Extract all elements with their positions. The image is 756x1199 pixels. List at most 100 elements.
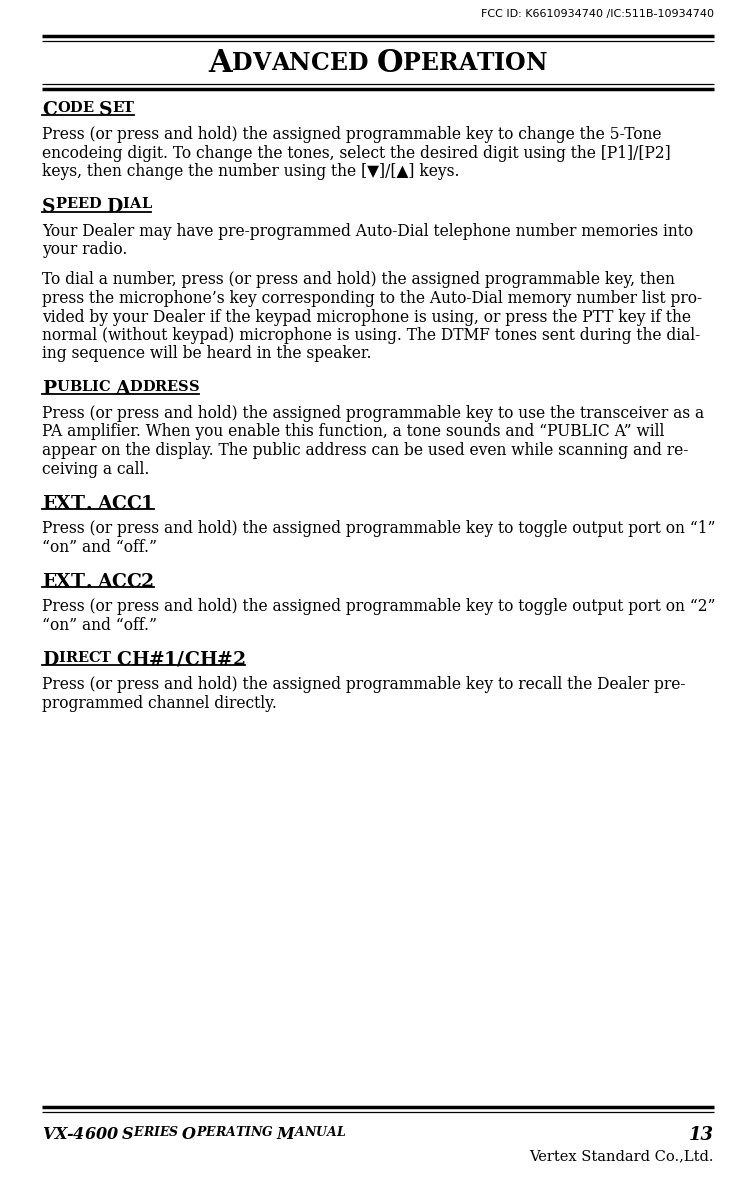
Text: E: E — [167, 380, 178, 394]
Text: X: X — [54, 1126, 67, 1143]
Text: O: O — [182, 1126, 197, 1143]
Text: C: C — [184, 651, 199, 669]
Text: /: / — [177, 651, 184, 669]
Text: S: S — [42, 198, 55, 216]
Text: Press (or press and hold) the assigned programmable key to toggle output port on: Press (or press and hold) the assigned p… — [42, 520, 715, 537]
Text: D: D — [348, 52, 368, 76]
Text: C: C — [116, 651, 131, 669]
Text: P: P — [403, 52, 420, 76]
Text: P: P — [197, 1126, 206, 1139]
Text: S: S — [98, 101, 112, 119]
Text: D: D — [70, 101, 82, 115]
Text: C: C — [126, 495, 141, 513]
Text: C: C — [126, 573, 141, 591]
Text: Press (or press and hold) the assigned programmable key to use the transceiver a: Press (or press and hold) the assigned p… — [42, 405, 704, 422]
Text: T: T — [71, 573, 85, 591]
Text: Your Dealer may have pre-programmed Auto-Dial telephone number memories into: Your Dealer may have pre-programmed Auto… — [42, 223, 693, 240]
Text: P: P — [55, 198, 67, 211]
Text: Press (or press and hold) the assigned programmable key to change the 5-Tone: Press (or press and hold) the assigned p… — [42, 126, 662, 143]
Text: S: S — [122, 1126, 134, 1143]
Text: U: U — [56, 380, 69, 394]
Text: R: R — [143, 1126, 153, 1139]
Text: A: A — [295, 1126, 305, 1139]
Text: E: E — [42, 495, 57, 513]
Text: N: N — [305, 1126, 316, 1139]
Text: “on” and “off.”: “on” and “off.” — [42, 538, 157, 555]
Text: C: C — [42, 101, 57, 119]
Text: I: I — [245, 1126, 250, 1139]
Text: E: E — [82, 101, 94, 115]
Text: E: E — [112, 101, 123, 115]
Text: S: S — [178, 380, 188, 394]
Text: H: H — [199, 651, 217, 669]
Text: E: E — [330, 52, 348, 76]
Text: O: O — [505, 52, 526, 76]
Text: L: L — [141, 198, 151, 211]
Text: 0: 0 — [95, 1126, 107, 1143]
Text: V: V — [42, 1126, 54, 1143]
Text: Press (or press and hold) the assigned programmable key to toggle output port on: Press (or press and hold) the assigned p… — [42, 598, 715, 615]
Text: Vertex Standard Co.,Ltd.: Vertex Standard Co.,Ltd. — [529, 1149, 714, 1163]
Text: #: # — [217, 651, 232, 669]
Text: E: E — [77, 651, 88, 665]
Text: encodeing digit. To change the tones, select the desired digit using the [P1]/[P: encodeing digit. To change the tones, se… — [42, 145, 671, 162]
Text: A: A — [97, 495, 111, 513]
Text: R: R — [65, 651, 77, 665]
Text: D: D — [42, 651, 58, 669]
Text: S: S — [188, 380, 199, 394]
Text: T: T — [71, 495, 85, 513]
Text: O: O — [376, 48, 403, 78]
Text: D: D — [232, 52, 253, 76]
Text: D: D — [129, 380, 142, 394]
Text: appear on the display. The public address can be used even while scanning and re: appear on the display. The public addres… — [42, 442, 689, 459]
Text: A: A — [271, 52, 290, 76]
Text: P: P — [42, 380, 56, 398]
Text: 2: 2 — [141, 573, 154, 591]
Text: press the microphone’s key corresponding to the Auto-Dial memory number list pro: press the microphone’s key corresponding… — [42, 290, 702, 307]
Text: M: M — [277, 1126, 295, 1143]
Text: V: V — [253, 52, 271, 76]
Text: S: S — [169, 1126, 178, 1139]
Text: C: C — [88, 651, 100, 665]
Text: Press (or press and hold) the assigned programmable key to recall the Dealer pre: Press (or press and hold) the assigned p… — [42, 676, 686, 693]
Text: vided by your Dealer if the keypad microphone is using, or press the PTT key if : vided by your Dealer if the keypad micro… — [42, 308, 691, 325]
Text: A: A — [327, 1126, 336, 1139]
Text: X: X — [57, 573, 71, 591]
Text: G: G — [262, 1126, 272, 1139]
Text: A: A — [97, 573, 111, 591]
Text: .: . — [85, 573, 91, 591]
Text: C: C — [311, 52, 330, 76]
Text: T: T — [235, 1126, 245, 1139]
Text: I: I — [122, 198, 129, 211]
Text: C: C — [111, 573, 126, 591]
Text: D: D — [107, 198, 122, 216]
Text: ing sequence will be heard in the speaker.: ing sequence will be heard in the speake… — [42, 345, 371, 362]
Text: T: T — [100, 651, 110, 665]
Text: R: R — [438, 52, 458, 76]
Text: I: I — [153, 1126, 160, 1139]
Text: E: E — [134, 1126, 143, 1139]
Text: FCC ID: K6610934740 /IC:511B-10934740: FCC ID: K6610934740 /IC:511B-10934740 — [481, 10, 714, 19]
Text: programmed channel directly.: programmed channel directly. — [42, 694, 277, 711]
Text: I: I — [91, 380, 98, 394]
Text: O: O — [57, 101, 70, 115]
Text: E: E — [78, 198, 88, 211]
Text: I: I — [494, 52, 505, 76]
Text: E: E — [420, 52, 438, 76]
Text: PA amplifier. When you enable this function, a tone sounds and “PUBLIC A” will: PA amplifier. When you enable this funct… — [42, 423, 665, 440]
Text: N: N — [290, 52, 311, 76]
Text: A: A — [225, 1126, 235, 1139]
Text: A: A — [115, 380, 129, 398]
Text: ceiving a call.: ceiving a call. — [42, 460, 150, 477]
Text: 1: 1 — [164, 651, 177, 669]
Text: D: D — [142, 380, 155, 394]
Text: keys, then change the number using the [▼]/[▲] keys.: keys, then change the number using the [… — [42, 163, 460, 180]
Text: N: N — [250, 1126, 262, 1139]
Text: 13: 13 — [689, 1126, 714, 1144]
Text: T: T — [123, 101, 134, 115]
Text: .: . — [85, 495, 91, 513]
Text: E: E — [160, 1126, 169, 1139]
Text: T: T — [477, 52, 494, 76]
Text: L: L — [81, 380, 91, 394]
Text: normal (without keypad) microphone is using. The DTMF tones sent during the dial: normal (without keypad) microphone is us… — [42, 327, 700, 344]
